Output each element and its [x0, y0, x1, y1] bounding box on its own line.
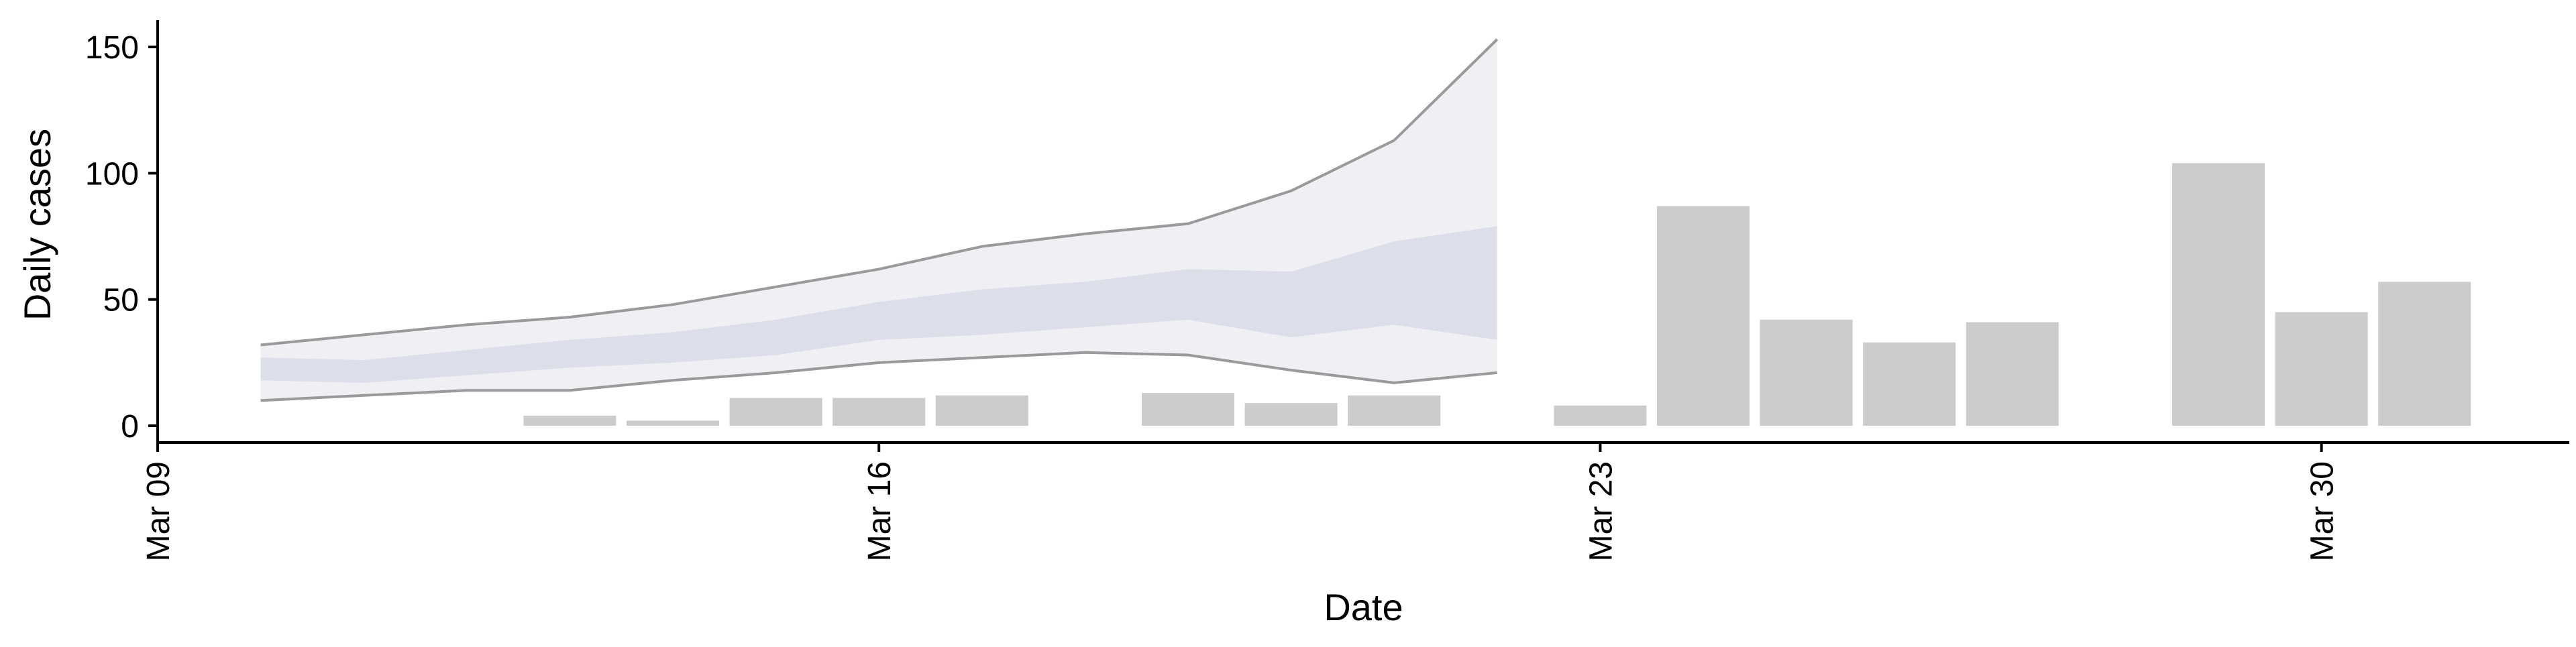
y-tick-label-0: 0	[121, 409, 139, 445]
bar-2020-03-13	[523, 415, 616, 426]
axes	[156, 20, 2569, 444]
bar-2020-03-24	[1657, 206, 1750, 426]
tick-layer: 0 50 100 150 Mar 09 Mar 16 Mar 23 Mar 30	[85, 30, 2341, 561]
bar-2020-03-16	[833, 398, 926, 426]
projection-band-layer	[260, 38, 1499, 402]
bar-2020-03-25	[1760, 319, 1853, 426]
y-axis-title: Daily cases	[16, 129, 58, 320]
bar-2020-03-31	[2378, 282, 2471, 426]
x-tick-label-2020-03-23: Mar 23	[1583, 461, 1619, 561]
x-tick-label-2020-03-30: Mar 30	[2305, 461, 2341, 561]
projection-outer-band	[260, 39, 1497, 401]
projection-upper-line	[260, 38, 1499, 347]
projection-lower-line	[260, 351, 1497, 402]
bar-2020-03-26	[1863, 342, 1956, 426]
bar-2020-03-29	[2172, 163, 2265, 426]
projection-inner-band	[260, 226, 1497, 383]
bar-2020-03-20	[1244, 403, 1338, 426]
x-tick-label-2020-03-16: Mar 16	[862, 461, 898, 561]
y-tick-label-150: 150	[85, 30, 139, 66]
x-axis-title: Date	[1324, 586, 1403, 628]
bar-2020-03-19	[1142, 393, 1234, 426]
bar-2020-03-17	[935, 395, 1028, 426]
bar-layer	[523, 163, 2471, 426]
bar-2020-03-30	[2275, 312, 2368, 426]
bar-2020-03-27	[1966, 322, 2059, 426]
bar-2020-03-14	[627, 420, 719, 426]
bar-2020-03-21	[1348, 395, 1441, 426]
bar-2020-03-23	[1554, 405, 1647, 426]
y-tick-label-100: 100	[85, 156, 139, 192]
bar-2020-03-15	[729, 398, 822, 426]
x-tick-label-2020-03-09: Mar 09	[141, 461, 176, 561]
y-tick-label-50: 50	[103, 283, 139, 318]
